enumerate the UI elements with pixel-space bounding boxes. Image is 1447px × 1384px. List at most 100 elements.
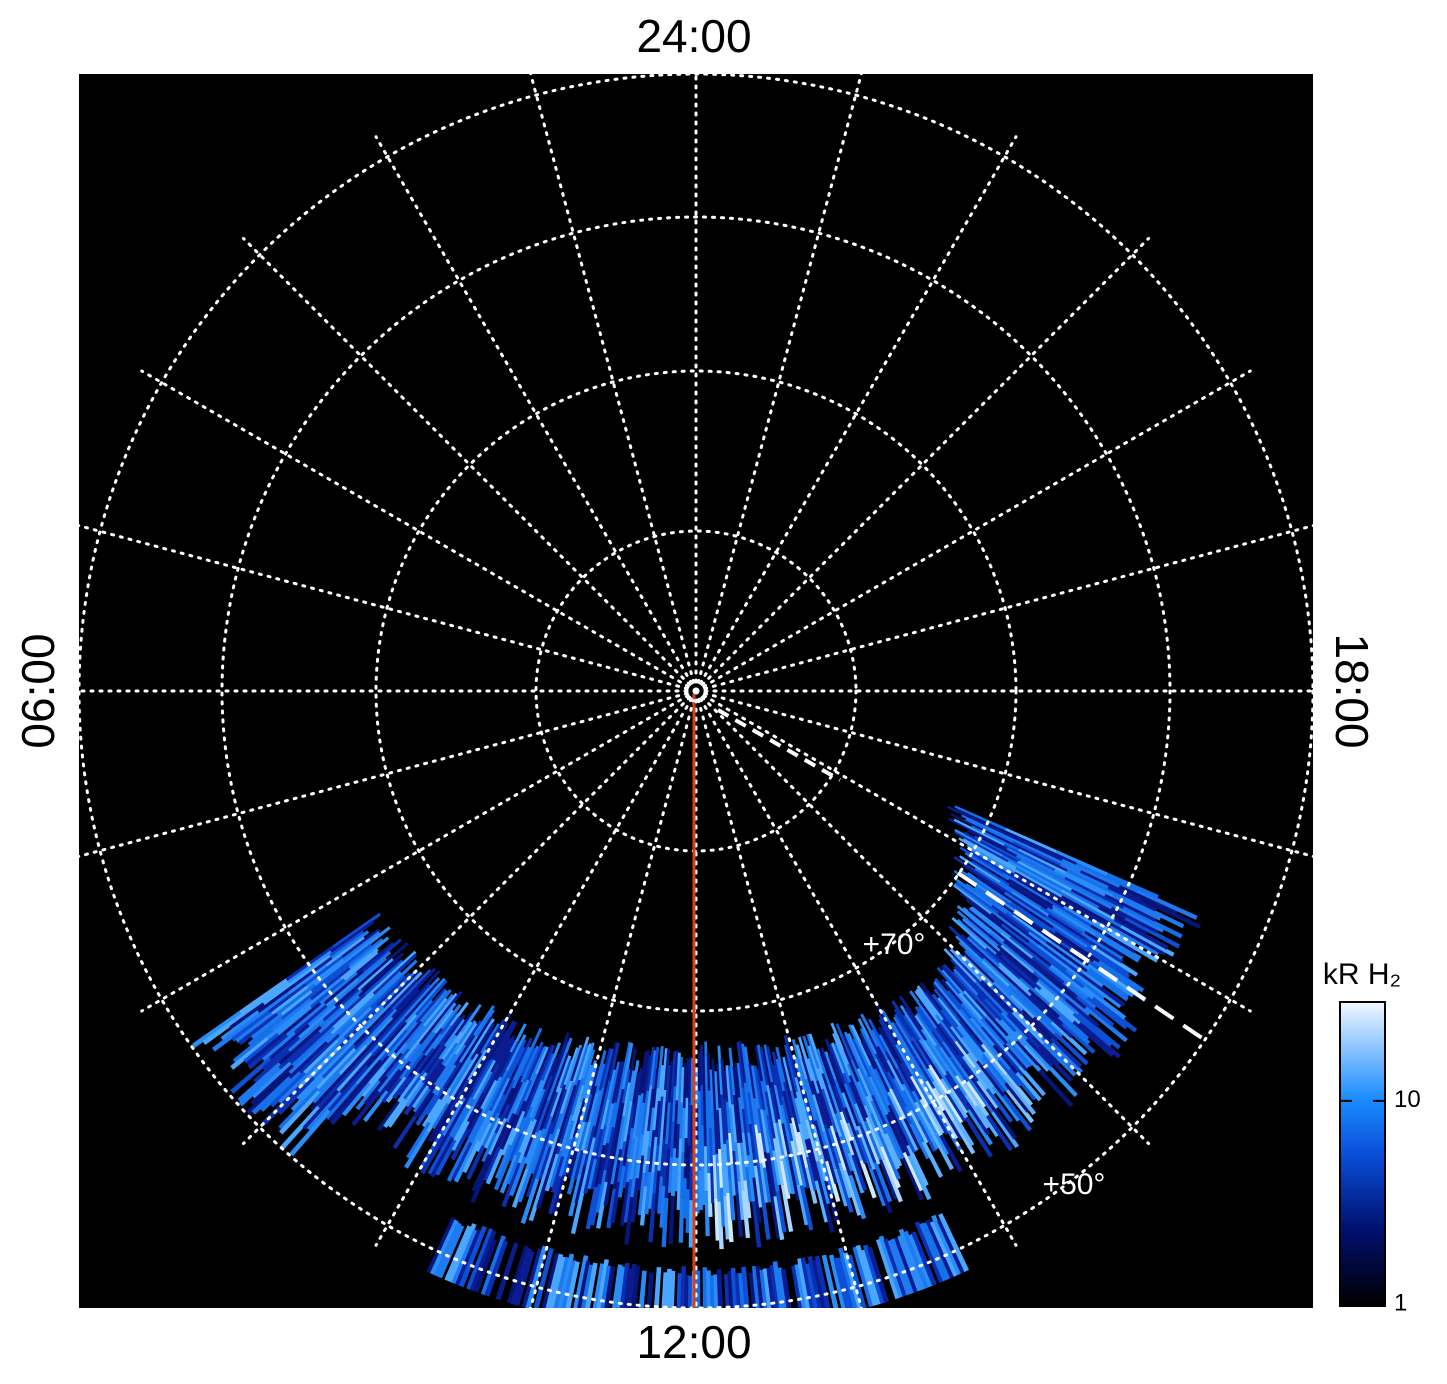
aurora-stripe [990, 912, 1030, 943]
aurora-stripe [585, 1186, 599, 1230]
aurora-stripe [942, 1109, 964, 1141]
aurora-stripe [1033, 1016, 1059, 1042]
aurora-stripe [246, 1071, 292, 1115]
aurora-stripe [575, 1121, 587, 1151]
aurora-stripe [342, 1082, 372, 1117]
aurora-stripe [854, 1102, 870, 1135]
aurora-stripe [385, 1076, 408, 1104]
aurora-stripe [509, 1156, 528, 1197]
aurora-stripe [343, 951, 379, 982]
aurora-stripe [441, 1097, 467, 1137]
time-label: 24:00 [636, 10, 751, 62]
aurora-stripe [887, 1104, 910, 1147]
aurora-stripe [585, 1085, 598, 1123]
aurora-stripe [802, 1035, 820, 1082]
aurora-stripe [512, 1100, 528, 1129]
meridian [694, 689, 1252, 1013]
meridian [694, 74, 863, 693]
aurora-stripe [525, 1027, 543, 1059]
aurora-stripe [753, 1065, 764, 1110]
aurora-stripe [732, 1066, 740, 1106]
aurora-stripe [754, 1046, 764, 1082]
aurora-stripe [763, 1167, 772, 1203]
aurora-stripe [961, 814, 1022, 845]
aurora-stripe [427, 1110, 449, 1143]
aurora-stripe [850, 1059, 869, 1097]
aurora-stripe [602, 1103, 615, 1146]
aurora-stripe [911, 1231, 937, 1286]
aurora-stripe [421, 1058, 442, 1084]
aurora-stripe [902, 1014, 922, 1041]
aurora-stripe [874, 1057, 893, 1090]
aurora-stripe [595, 1169, 608, 1214]
aurora-stripe [940, 1077, 969, 1119]
aurora-image [192, 805, 1201, 1308]
aurora-stripe [360, 952, 405, 992]
aurora-stripe [773, 1195, 785, 1241]
aurora-stripe [424, 1033, 443, 1057]
aurora-stripe [918, 999, 941, 1029]
aurora-stripe [993, 1036, 1022, 1068]
aurora-stripe [632, 1071, 641, 1104]
aurora-stripe [466, 1145, 486, 1180]
aurora-stripe [568, 1173, 583, 1217]
aurora-stripe [403, 1085, 426, 1116]
aurora-stripe [340, 948, 379, 981]
aurora-stripe [780, 1104, 792, 1146]
aurora-stripe [499, 1154, 518, 1194]
aurora-stripe [291, 1026, 336, 1068]
aurora-stripe [630, 1178, 640, 1223]
aurora-stripe [1046, 906, 1087, 934]
aurora-stripe [271, 985, 310, 1016]
aurora-stripe [1045, 918, 1089, 948]
aurora-stripe [417, 1044, 442, 1075]
aurora-stripe [425, 1087, 446, 1116]
aurora-stripe [544, 1153, 560, 1192]
aurora-stripe [495, 1242, 519, 1301]
aurora-stripe [492, 1077, 511, 1111]
aurora-stripe [840, 1081, 861, 1127]
aurora-stripe [965, 818, 1014, 844]
aurora-stripe [572, 1036, 590, 1084]
aurora-stripe [285, 945, 335, 982]
aurora-stripe [595, 1063, 606, 1094]
aurora-stripe [783, 1035, 798, 1078]
aurora-stripe [797, 1036, 814, 1082]
aurora-stripe [738, 1273, 746, 1308]
aurora-stripe [473, 1017, 493, 1047]
aurora-stripe [663, 1049, 670, 1091]
aurora-stripe [760, 1080, 770, 1116]
aurora-stripe [269, 1071, 307, 1108]
aurora-stripe [440, 1003, 462, 1030]
aurora-stripe [766, 1152, 778, 1197]
aurora-stripe [893, 1016, 916, 1050]
aurora-stripe [422, 1058, 445, 1088]
aurora-stripe [720, 1151, 728, 1196]
aurora-stripe [455, 1229, 482, 1286]
aurora-stripe [404, 977, 446, 1024]
aurora-stripe [794, 1264, 808, 1308]
aurora-stripe [955, 881, 1000, 915]
aurora-stripe [362, 971, 403, 1009]
aurora-stripe [815, 1048, 831, 1085]
aurora-stripe [405, 1081, 425, 1108]
aurora-stripe [939, 1134, 963, 1173]
aurora-stripe [966, 854, 1011, 884]
aurora-stripe [851, 1037, 872, 1078]
aurora-stripe [947, 805, 1006, 835]
aurora-stripe [517, 1119, 538, 1164]
aurora-stripe [366, 1021, 408, 1069]
aurora-stripe [540, 1052, 555, 1081]
aurora-stripe [230, 1036, 270, 1070]
aurora-stripe [1087, 962, 1135, 998]
aurora-stripe [398, 1043, 422, 1072]
aurora-stripe [865, 1116, 886, 1161]
aurora-stripe [391, 983, 432, 1027]
aurora-stripe [229, 1002, 266, 1030]
aurora-stripe [719, 1187, 726, 1227]
aurora-stripe [376, 972, 412, 1008]
aurora-stripe [364, 1016, 394, 1048]
aurora-stripe [918, 1038, 938, 1065]
aurora-stripe [661, 1197, 669, 1248]
aurora-stripe [933, 988, 961, 1022]
